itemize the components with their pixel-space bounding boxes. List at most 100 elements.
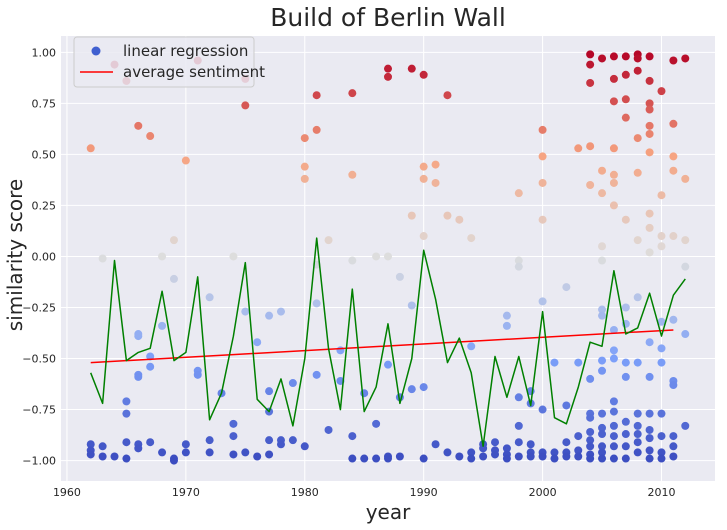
data-point [276, 440, 285, 449]
data-point [86, 440, 95, 449]
data-point [598, 242, 607, 251]
legend-box [73, 36, 255, 88]
data-point [407, 64, 416, 73]
data-point [241, 101, 250, 110]
data-point [502, 444, 511, 453]
data-point [122, 454, 131, 463]
data-point [621, 95, 630, 104]
data-point [633, 236, 642, 245]
data-point [181, 156, 190, 165]
data-point [633, 358, 642, 367]
data-point [395, 452, 404, 461]
data-point [645, 76, 654, 85]
data-point [146, 362, 155, 371]
data-point [491, 450, 500, 459]
data-point [633, 168, 642, 177]
data-point [300, 174, 309, 183]
data-point [562, 438, 571, 447]
data-point [443, 448, 452, 457]
legend-label-linear-regression: linear regression [123, 42, 248, 60]
data-point [633, 438, 642, 447]
data-point [669, 432, 678, 441]
data-point [110, 452, 119, 461]
data-point [562, 283, 571, 292]
data-point [514, 256, 523, 265]
data-point [193, 370, 202, 379]
data-point [229, 419, 238, 428]
data-point [645, 129, 654, 138]
data-point [158, 321, 167, 330]
data-point [657, 232, 666, 241]
data-point [550, 454, 559, 463]
data-point [443, 211, 452, 220]
data-point [657, 454, 666, 463]
x-tick-label: 2010 [647, 486, 675, 499]
data-point [598, 311, 607, 320]
data-point [586, 50, 595, 59]
data-point [609, 74, 618, 83]
data-point [98, 452, 107, 461]
data-point [384, 360, 392, 369]
legend-marker-linear-regression [91, 46, 101, 56]
data-point [645, 425, 654, 434]
data-point [550, 358, 559, 367]
data-point [538, 405, 547, 414]
data-point [562, 452, 571, 461]
data-point [609, 201, 618, 210]
tick-labels: 1960 1970 1980 1990 2000 2010 −1.00 −0.75 −0.50 −… [22, 46, 675, 499]
data-point [514, 262, 523, 271]
data-point [384, 72, 392, 81]
data-point [419, 454, 428, 463]
data-point [514, 189, 523, 198]
data-point [312, 91, 321, 100]
data-point [598, 423, 607, 432]
data-point [586, 428, 595, 437]
data-point [609, 144, 618, 153]
y-tick-label: 1.00 [32, 46, 57, 59]
data-point [241, 448, 250, 457]
data-point [300, 442, 309, 451]
data-point [621, 303, 630, 312]
data-point [158, 448, 167, 457]
data-point [609, 354, 618, 363]
data-point [621, 417, 630, 426]
data-point [169, 456, 178, 465]
data-point [586, 436, 595, 445]
data-point [229, 450, 238, 459]
data-point [419, 232, 428, 241]
data-point [467, 448, 476, 457]
data-point [372, 252, 381, 261]
data-point [681, 262, 690, 271]
data-point [586, 60, 595, 69]
y-tick-label: 0.50 [32, 148, 57, 161]
data-point [181, 440, 190, 449]
data-point [253, 338, 262, 347]
data-point [502, 454, 511, 463]
data-point [621, 454, 630, 463]
data-point [645, 434, 654, 443]
data-point [407, 301, 416, 310]
data-point [395, 272, 404, 281]
data-point [669, 442, 678, 451]
data-point [169, 236, 178, 245]
data-point [598, 189, 607, 198]
data-point [538, 125, 547, 134]
data-point [598, 256, 607, 265]
data-point [265, 436, 274, 445]
data-point [526, 440, 535, 449]
data-point [372, 454, 381, 463]
y-tick-label: −1.00 [22, 455, 56, 468]
data-point [669, 56, 678, 65]
data-point [372, 419, 381, 428]
data-point [681, 174, 690, 183]
data-point [384, 454, 392, 463]
data-point [681, 330, 690, 339]
data-point [586, 442, 595, 451]
data-point [538, 297, 547, 306]
data-point [598, 366, 607, 375]
y-tick-label: −0.75 [22, 404, 56, 417]
data-point [657, 344, 666, 353]
data-point [645, 121, 654, 130]
x-tick-label: 1980 [291, 486, 319, 499]
data-point [98, 442, 107, 451]
